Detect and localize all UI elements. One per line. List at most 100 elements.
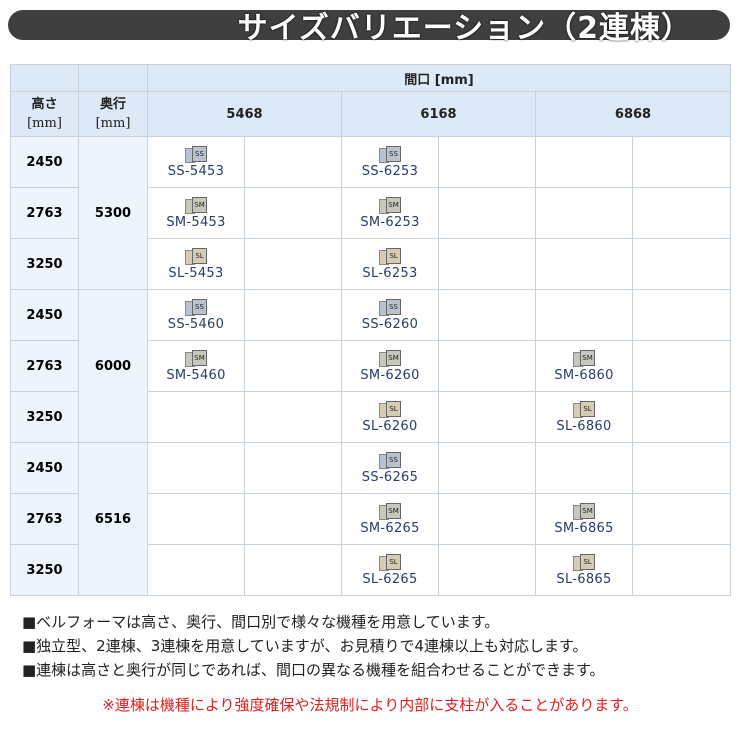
empty-cell	[244, 136, 342, 188]
model-name: SS-5453	[167, 163, 225, 179]
model-cell	[535, 136, 633, 188]
model-cell: SL SL-6260	[341, 391, 439, 443]
empty-cell	[631, 493, 732, 545]
title-banner: サイズバリエーション（2連棟）	[8, 10, 730, 46]
model-cell: SS SS-5460	[147, 289, 245, 341]
storage-building-icon: SM	[573, 349, 595, 367]
empty-cell	[631, 187, 732, 239]
height-cell: 3250	[10, 238, 79, 290]
model-link[interactable]: SL SL-6865	[556, 553, 611, 587]
model-link[interactable]: SS SS-6260	[361, 298, 419, 332]
empty-cell	[244, 289, 342, 341]
empty-cell	[631, 289, 732, 341]
table-row: 3250 SL SL-6260 SL SL-6860	[10, 391, 732, 443]
empty-cell	[244, 340, 342, 392]
model-link[interactable]: SL SL-6253	[362, 247, 418, 281]
storage-building-icon: SM	[379, 196, 401, 214]
model-name: SS-6260	[361, 316, 419, 332]
model-link[interactable]: SM SM-6265	[360, 502, 419, 536]
empty-cell	[631, 544, 732, 596]
storage-building-icon: SS	[378, 298, 401, 316]
width-header-6168: 6168	[341, 91, 536, 137]
empty-cell	[244, 544, 342, 596]
model-name: SM-6260	[360, 367, 420, 383]
model-cell	[535, 442, 633, 494]
storage-building-icon: SM	[185, 196, 207, 214]
empty-cell	[438, 544, 536, 596]
notes: ■ベルフォーマは高さ、奥行、間口別で様々な機種を用意しています。 ■独立型、2連…	[22, 610, 605, 682]
model-link[interactable]: SM SM-6860	[554, 349, 614, 383]
storage-building-icon: SL	[379, 247, 401, 265]
model-link[interactable]: SM SM-5453	[166, 196, 226, 230]
model-name: SL-5453	[168, 265, 224, 281]
table-row: 2763 SM SM-5453 SM SM-6253	[10, 187, 732, 239]
model-name: SM-5453	[166, 214, 226, 230]
model-cell	[147, 391, 245, 443]
empty-cell	[244, 442, 342, 494]
model-link[interactable]: SM SM-6865	[554, 502, 614, 536]
model-name: SM-6865	[554, 520, 614, 536]
model-link[interactable]: SM SM-6260	[360, 349, 420, 383]
model-link[interactable]: SL SL-6260	[362, 400, 418, 434]
width-header-6868: 6868	[534, 91, 732, 137]
model-cell	[147, 442, 245, 494]
table-row: 2763 SM SM-5460 SM SM-6260 SM SM-6860	[10, 340, 732, 392]
table-row: 2450 5300 SS SS-5453 SS SS-6253	[10, 136, 732, 290]
model-cell: SL SL-6860	[535, 391, 633, 443]
model-link[interactable]: SS SS-5460	[168, 298, 224, 332]
table-row: 2450 6000 SS SS-5460 SS SS-6260	[10, 289, 732, 443]
height-header-unit: [mm]	[27, 116, 62, 131]
storage-building-icon: SS	[184, 145, 207, 163]
corner-cell	[78, 64, 148, 92]
model-link[interactable]: SL SL-6265	[362, 553, 417, 587]
storage-building-icon: SM	[185, 349, 207, 367]
model-cell: SM SM-5453	[147, 187, 245, 239]
table-row: 3250 SL SL-5453 SL SL-6253	[10, 238, 732, 290]
empty-cell	[438, 136, 536, 188]
depth-cell: 6000	[78, 289, 148, 443]
warning-note: ※連棟は機種により強度確保や法規制により内部に支柱が入ることがあります。	[102, 696, 638, 714]
empty-cell	[631, 340, 732, 392]
empty-cell	[244, 187, 342, 239]
storage-building-icon: SL	[379, 400, 401, 418]
model-name: SL-6253	[362, 265, 418, 281]
size-variation-table: 間口 [mm] 高さ [mm] 奥行 [mm] 5468 6168 6868 245…	[10, 64, 732, 596]
storage-building-icon: SS	[378, 145, 401, 163]
model-link[interactable]: SS SS-5453	[167, 145, 225, 179]
frontage-header: 間口 [mm]	[146, 64, 732, 92]
model-name: SM-6860	[554, 367, 614, 383]
empty-cell	[438, 391, 536, 443]
storage-building-icon: SL	[573, 553, 595, 571]
empty-cell	[438, 289, 536, 341]
empty-cell	[631, 136, 732, 188]
model-cell: SM SM-6253	[341, 187, 439, 239]
depth-cell: 6516	[78, 442, 148, 596]
empty-cell	[438, 442, 536, 494]
table-row: 2763 SM SM-6265 SM SM-6865	[10, 493, 732, 545]
model-link[interactable]: SM SM-5460	[166, 349, 225, 383]
model-link[interactable]: SM SM-6253	[360, 196, 419, 230]
model-cell: SM SM-6260	[341, 340, 439, 392]
height-cell: 2450	[10, 289, 79, 341]
model-name: SL-6260	[362, 418, 418, 434]
storage-building-icon: SM	[379, 349, 401, 367]
height-cell: 2763	[10, 187, 79, 239]
model-link[interactable]: SL SL-6860	[556, 400, 611, 434]
corner-cell	[10, 64, 79, 92]
model-cell	[535, 238, 633, 290]
depth-header-unit: [mm]	[95, 116, 131, 131]
model-cell: SL SL-6253	[341, 238, 439, 290]
model-link[interactable]: SL SL-5453	[168, 247, 224, 281]
height-cell: 2450	[10, 442, 79, 494]
height-header: 高さ [mm]	[10, 91, 79, 137]
height-cell: 2763	[10, 340, 79, 392]
empty-cell	[438, 187, 536, 239]
model-cell: SM SM-6265	[341, 493, 439, 545]
model-link[interactable]: SS SS-6265	[362, 451, 418, 485]
depth-cell: 5300	[78, 136, 148, 290]
model-cell: SL SL-5453	[147, 238, 245, 290]
note-line: ■独立型、2連棟、3連棟を用意していますが、お見積りで4連棟以上も対応します。	[22, 637, 588, 655]
model-link[interactable]: SS SS-6253	[362, 145, 418, 179]
model-cell: SS SS-5453	[147, 136, 245, 188]
storage-building-icon: SS	[378, 451, 401, 469]
